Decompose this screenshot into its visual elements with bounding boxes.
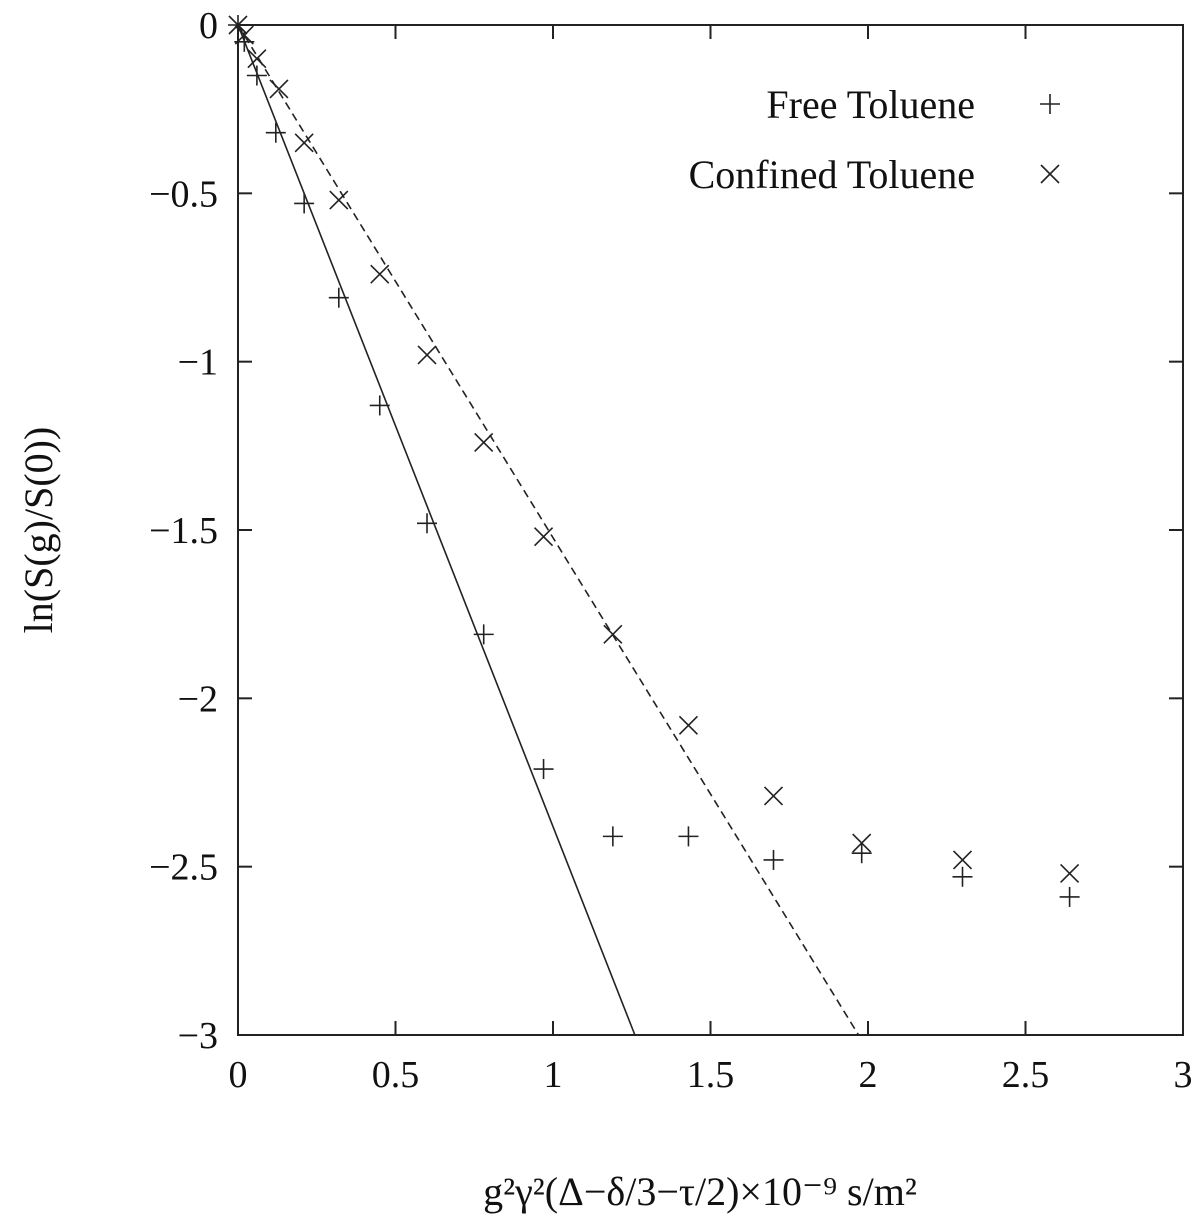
confined-toluene-point: [247, 49, 267, 69]
confined-toluene-point: [370, 264, 390, 284]
confined-toluene-point: [952, 850, 973, 870]
free-toluene-point: [952, 866, 973, 887]
confined-toluene-point: [852, 833, 872, 853]
confined-toluene-point: [234, 25, 254, 45]
legend-plus-icon: [1040, 94, 1060, 114]
confined-toluene-point: [294, 133, 314, 153]
x-tick-label: 3: [1174, 1054, 1193, 1096]
legend: Free Toluene Confined Toluene: [689, 82, 1060, 197]
y-tick-label: −1: [178, 342, 218, 384]
y-tick-label: −2.5: [149, 847, 218, 889]
y-tick-labels: 0 −0.5 −1 −1.5 −2 −2.5 −3: [149, 5, 218, 1057]
confined-toluene-point: [228, 15, 248, 35]
confined-toluene-point: [269, 79, 289, 99]
legend-marker-cross: [1040, 164, 1060, 184]
legend-cross-icon: [1040, 164, 1060, 184]
free-toluene-point: [328, 287, 349, 308]
x-tick-label: 0: [229, 1054, 248, 1096]
x-tick-label: 1: [544, 1054, 563, 1096]
axis-ticks: [237, 24, 1184, 1036]
confined-toluene-point: [417, 345, 437, 365]
fit-lines: [237, 24, 860, 1036]
legend-label-confined-toluene: Confined Toluene: [689, 152, 975, 197]
confined-toluene-point: [603, 624, 623, 644]
y-tick-label: −0.5: [149, 173, 218, 215]
x-tick-label: 2: [859, 1054, 878, 1096]
free-toluene-point: [602, 826, 623, 847]
free-toluene-point: [1059, 886, 1080, 907]
free-toluene-point: [369, 395, 390, 416]
free-toluene-point: [763, 849, 784, 870]
y-tick-label: −3: [178, 1015, 218, 1057]
free-toluene-point: [417, 513, 437, 534]
free-toluene-point: [678, 826, 699, 847]
free-toluene-point: [533, 759, 554, 780]
y-tick-label: −1.5: [149, 510, 218, 552]
legend-marker-plus: [1040, 94, 1060, 114]
confined-toluene-point: [678, 715, 699, 735]
x-tick-label: 1.5: [687, 1054, 735, 1096]
x-tick-label: 2.5: [1002, 1054, 1050, 1096]
x-tick-label: 0.5: [372, 1054, 420, 1096]
free-toluene-point: [265, 122, 286, 143]
confined-toluene-point: [474, 432, 494, 453]
x-tick-labels: 0 0.5 1 1.5 2 2.5 3: [229, 1054, 1193, 1096]
data-points: [228, 15, 1080, 907]
fit-line-dashed: [237, 24, 860, 1036]
y-tick-label: 0: [199, 5, 218, 47]
y-tick-label: −2: [178, 678, 218, 720]
confined-toluene-point: [329, 190, 349, 210]
free-toluene-point: [246, 65, 267, 86]
confined-toluene-point: [533, 527, 554, 547]
confined-toluene-point: [1060, 863, 1080, 883]
free-toluene-point: [473, 624, 494, 645]
free-toluene-point: [294, 193, 315, 214]
fit-line-solid: [237, 24, 636, 1036]
y-axis-label: ln(S(g)/S(0)): [16, 427, 61, 634]
legend-label-free-toluene: Free Toluene: [766, 82, 975, 127]
free-toluene-point: [851, 843, 872, 864]
confined-toluene-point: [763, 786, 784, 806]
x-axis-label: g²γ²(Δ−δ/3−τ/2)×10⁻⁹ s/m²: [483, 1169, 917, 1214]
